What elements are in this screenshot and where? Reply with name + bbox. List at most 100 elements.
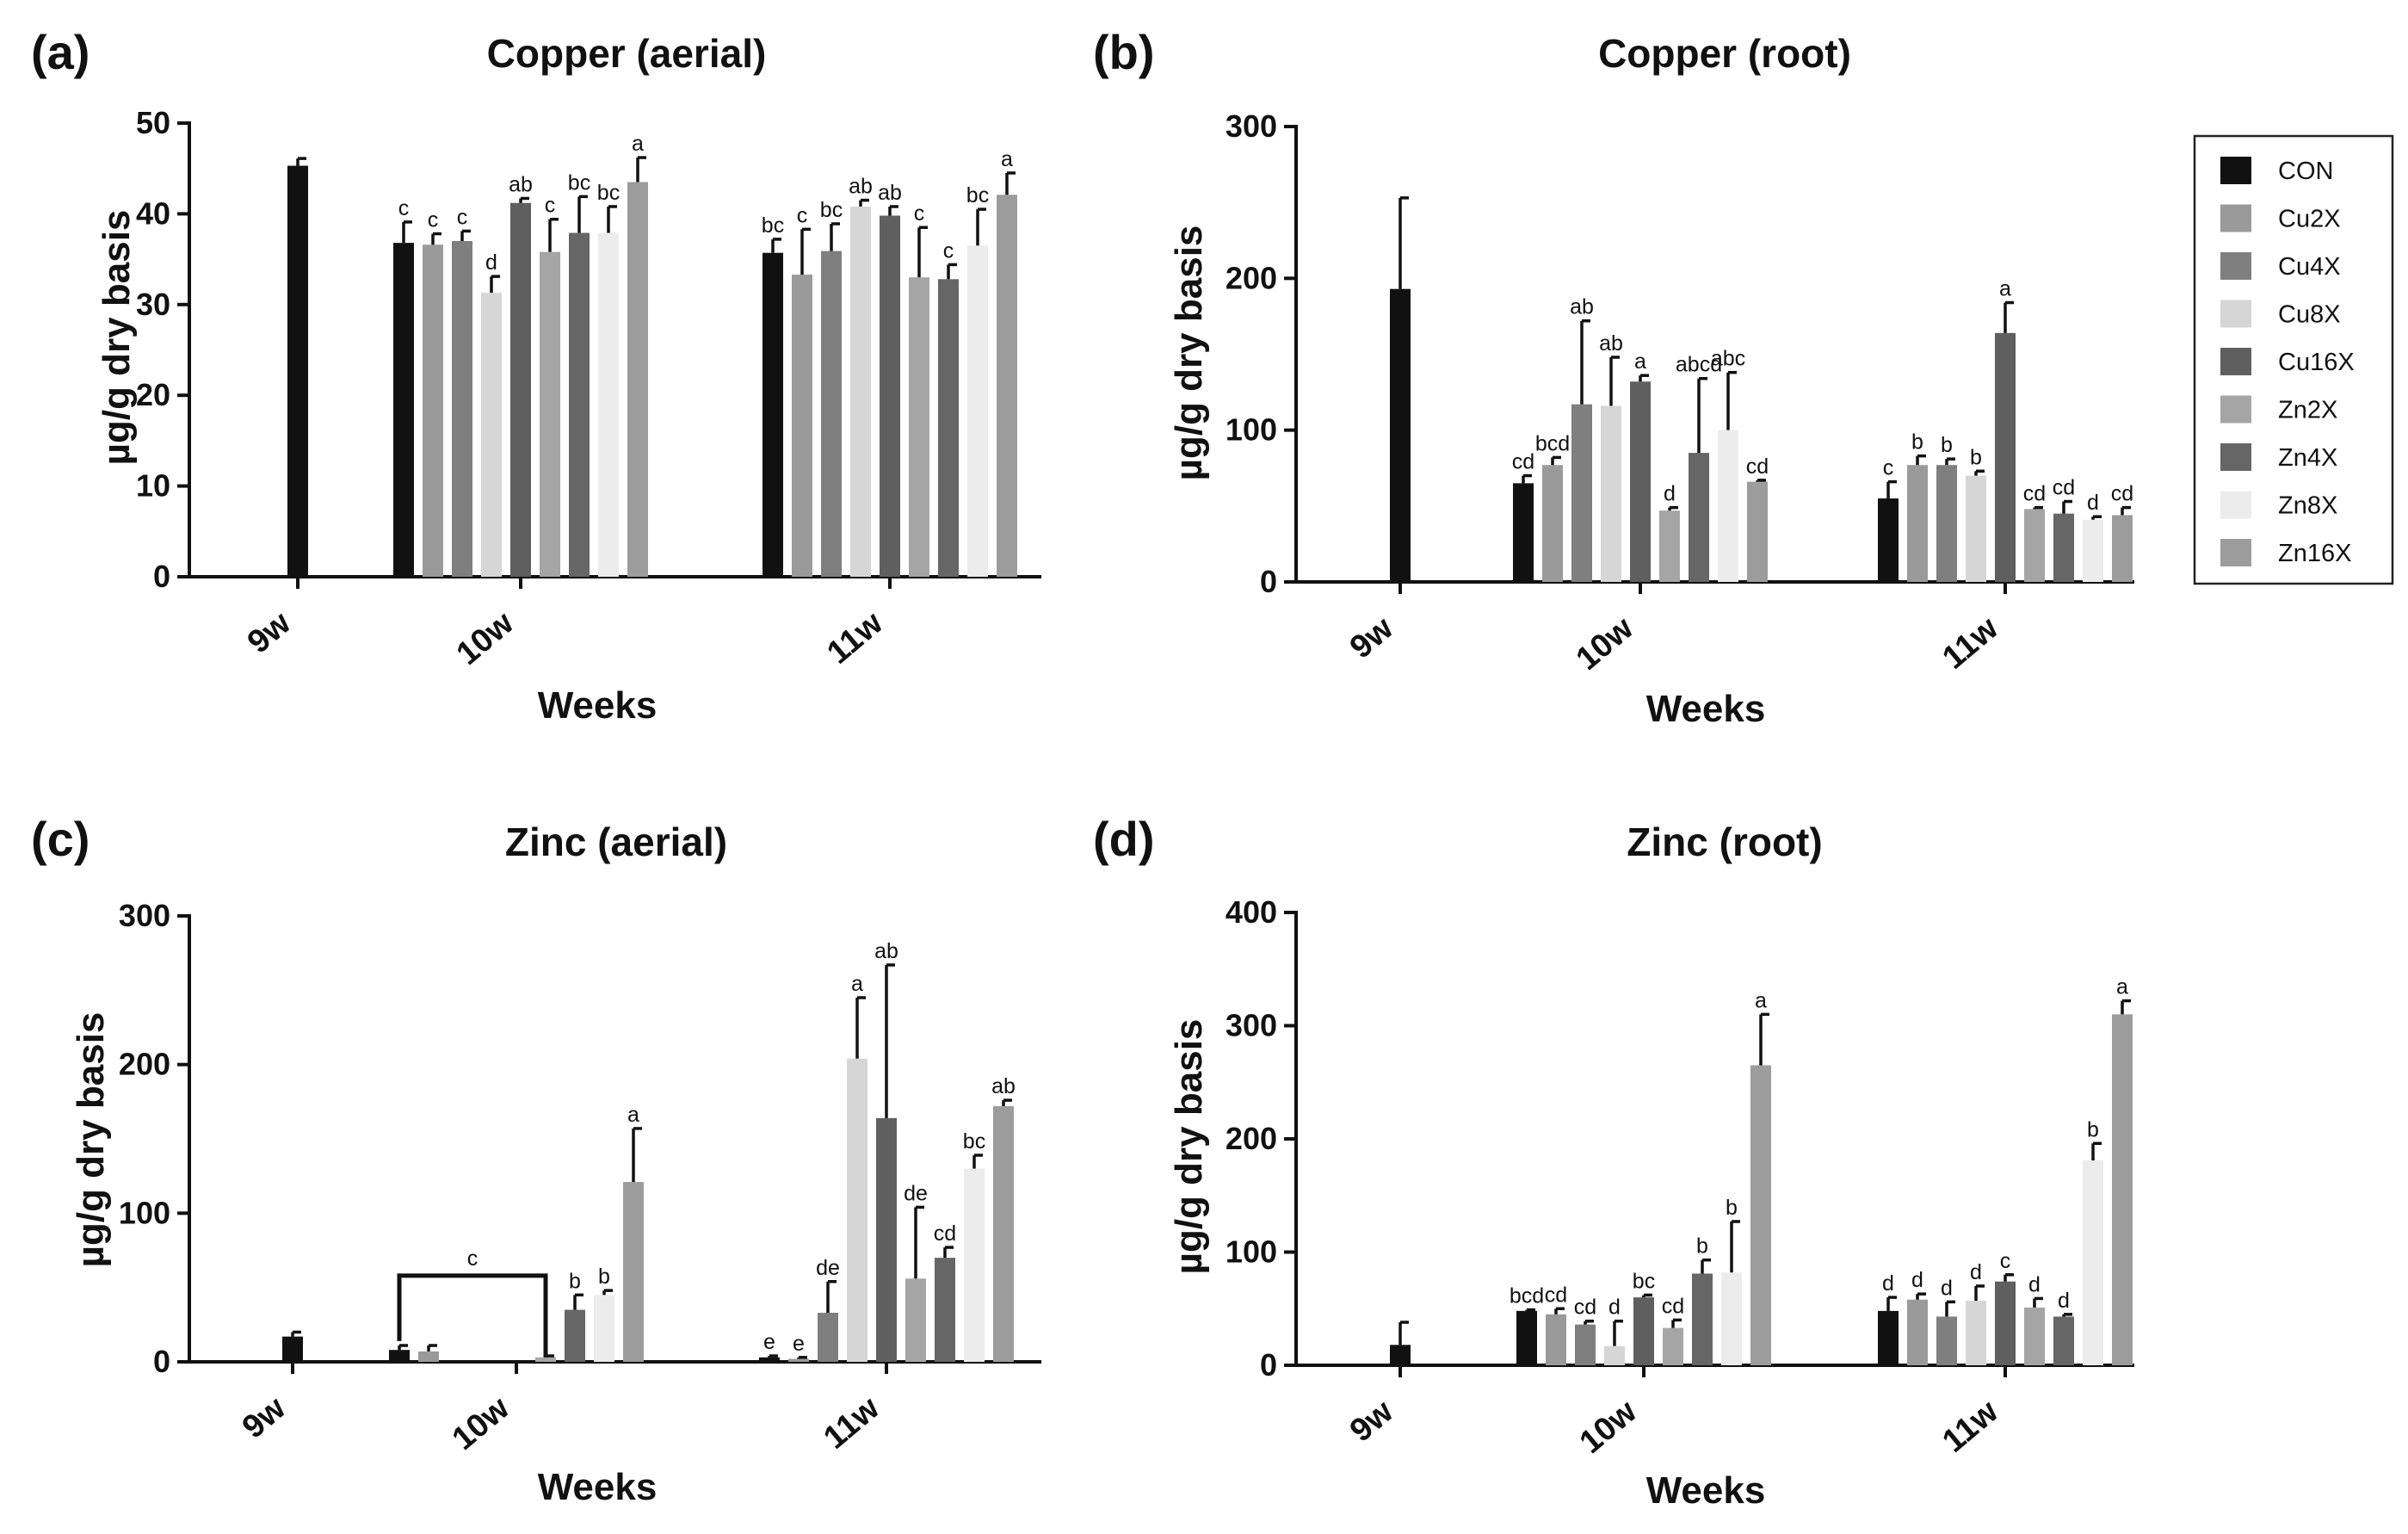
bar-zn4x — [569, 232, 590, 577]
bar-zn16x — [627, 182, 648, 577]
x-group-label: 10w — [1573, 1393, 1644, 1461]
bar-zn8x — [594, 1295, 614, 1362]
x-group-label: 9w — [236, 1389, 293, 1445]
significance-label: d — [1941, 1276, 1953, 1300]
significance-label: cd — [1545, 1283, 1567, 1307]
bar-cu2x — [1546, 1314, 1566, 1365]
panel-d-letter: (d) — [1093, 812, 1155, 866]
significance-label: c — [797, 203, 808, 227]
bar-zn4x — [935, 1258, 955, 1362]
significance-label: c — [428, 208, 439, 232]
legend-label-zn16x: Zn16X — [2278, 540, 2351, 567]
bar-zn2x — [540, 251, 560, 577]
significance-label: cd — [1662, 1294, 1684, 1318]
y-tick-label: 0 — [1260, 1347, 1277, 1382]
y-tick-label: 300 — [119, 898, 170, 933]
bar-zn16x — [623, 1182, 644, 1362]
panel-c-title: Zinc (aerial) — [505, 820, 727, 864]
y-tick-label: 100 — [1226, 412, 1277, 448]
bar-cu4x — [1571, 404, 1592, 582]
significance-label: a — [627, 1103, 639, 1127]
bar-cu2x — [418, 1351, 439, 1362]
bar-cu16x — [1630, 381, 1651, 582]
bar-cu8x — [1604, 1345, 1625, 1365]
x-group-label: 11w — [817, 1389, 886, 1456]
bar-zn4x — [2053, 513, 2074, 582]
significance-label: a — [632, 132, 644, 156]
bar-zn16x — [993, 1106, 1014, 1362]
y-tick-label: 50 — [136, 105, 170, 140]
significance-label: cd — [2111, 482, 2133, 506]
bar-con — [1390, 288, 1411, 582]
significance-label: bc — [597, 181, 620, 205]
bar-cu2x — [1907, 1299, 1928, 1365]
x-group-label: 11w — [1936, 609, 2005, 676]
significance-label: ab — [878, 181, 902, 205]
y-tick-label: 300 — [1226, 1008, 1277, 1043]
bar-con — [1878, 498, 1899, 582]
x-group-label: 9w — [241, 604, 298, 660]
significance-label: d — [2087, 491, 2099, 515]
bar-cu8x — [1601, 405, 1621, 582]
bar-cu16x — [880, 215, 900, 577]
significance-label: cd — [1574, 1296, 1596, 1320]
y-tick-label: 20 — [136, 377, 170, 412]
bar-zn2x — [909, 277, 929, 577]
y-tick-label: 30 — [136, 287, 170, 322]
bar-con — [393, 243, 414, 577]
legend-label-zn8x: Zn8X — [2278, 492, 2337, 520]
bar-zn4x — [1689, 453, 1709, 582]
bar-con — [287, 165, 308, 577]
legend-label-zn4x: Zn4X — [2278, 444, 2337, 472]
y-tick-label: 0 — [153, 1344, 170, 1379]
panel-d-ylabel: µg/g dry basis — [1168, 1019, 1210, 1275]
bar-cu8x — [847, 1058, 867, 1362]
x-group-label: 9w — [1343, 609, 1400, 665]
bar-con — [1516, 1310, 1537, 1365]
significance-label: bcd — [1510, 1284, 1544, 1308]
x-group-label: 11w — [1936, 1393, 2005, 1459]
y-tick-label: 10 — [136, 468, 170, 504]
panel-c: (c) Zinc (aerial) µg/g dry basis Weeks 0… — [31, 812, 1041, 1508]
significance-label: e — [793, 1332, 805, 1356]
bar-zn2x — [905, 1278, 926, 1362]
bar-zn2x — [2024, 1307, 2045, 1365]
bar-con — [1390, 1345, 1411, 1365]
significance-label: a — [851, 972, 863, 996]
significance-label: c — [2000, 1249, 2011, 1273]
significance-label: ab — [1599, 331, 1623, 356]
significance-label: bc — [568, 170, 590, 195]
bar-cu2x — [423, 244, 443, 577]
bar-zn16x — [1747, 481, 1768, 582]
legend-swatch-cu8x — [2220, 300, 2251, 328]
bar-con — [389, 1350, 410, 1362]
panel-a-letter: (a) — [31, 25, 90, 79]
significance-label: c — [1883, 456, 1894, 480]
bar-cu8x — [481, 293, 502, 577]
bar-zn8x — [598, 232, 619, 577]
bar-zn2x — [2024, 509, 2045, 582]
bar-cu2x — [788, 1358, 809, 1362]
bracket — [397, 1273, 548, 1358]
significance-label: d — [2028, 1272, 2041, 1296]
y-tick-label: 200 — [119, 1047, 170, 1082]
legend-swatch-cu2x — [2220, 204, 2251, 232]
bar-zn4x — [938, 279, 959, 577]
bar-con — [282, 1336, 303, 1362]
panel-d-xlabel: Weeks — [1646, 1469, 1766, 1512]
panel-b-letter: (b) — [1093, 25, 1155, 79]
bar-cu8x — [1966, 1301, 1986, 1365]
legend-label-cu2x: Cu2X — [2278, 206, 2341, 233]
bar-zn8x — [1721, 1272, 1742, 1365]
significance-label: c — [914, 201, 925, 226]
x-group-label: 11w — [820, 604, 890, 671]
legend-swatch-con — [2220, 157, 2251, 184]
significance-label: ab — [849, 175, 873, 199]
significance-label: ab — [1570, 295, 1594, 319]
significance-label: ab — [874, 939, 898, 963]
panel-a-title: Copper (aerial) — [487, 31, 767, 76]
bar-zn4x — [1692, 1273, 1713, 1365]
significance-label: cd — [2023, 482, 2046, 506]
